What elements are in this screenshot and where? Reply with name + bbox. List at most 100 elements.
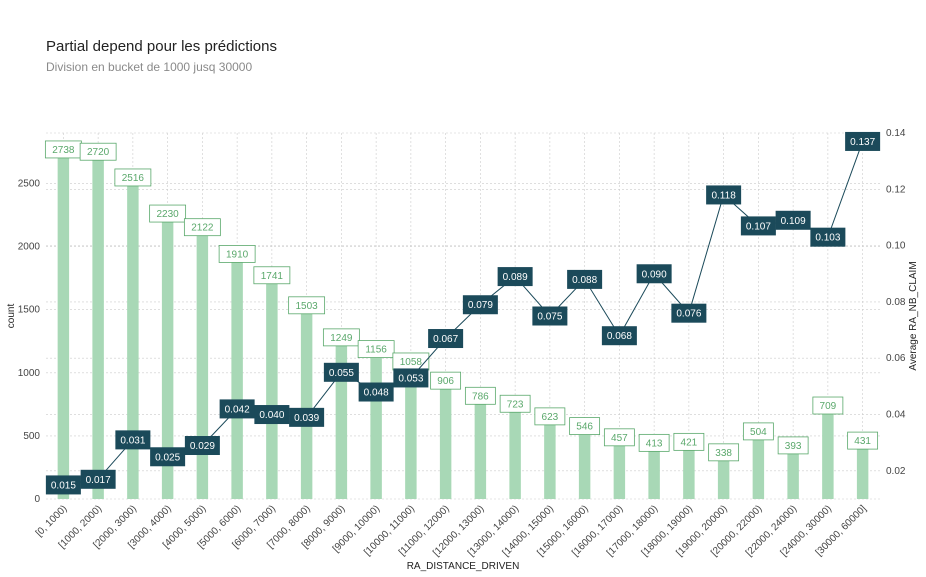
- count-bar: [613, 441, 626, 499]
- count-bar: [822, 409, 834, 499]
- count-label: 393: [785, 441, 802, 452]
- count-label: 457: [611, 433, 628, 444]
- avg-claim-label: 0.039: [294, 413, 319, 424]
- count-label-box: [464, 386, 496, 405]
- count-bar: [266, 279, 278, 499]
- count-label: 413: [646, 438, 663, 449]
- chart-title: Partial depend pour les prédictions: [46, 38, 277, 55]
- count-bar: [161, 217, 174, 499]
- count-label: 723: [507, 399, 524, 410]
- count-bar: [717, 456, 730, 499]
- avg-claim-label: 0.103: [815, 233, 840, 244]
- y-tick-label: 1000: [18, 368, 41, 379]
- count-label: 431: [854, 436, 871, 447]
- count-bar: [405, 365, 417, 499]
- y-tick-label: 0: [34, 494, 40, 505]
- count-label-box: [430, 371, 462, 390]
- count-label: 2122: [191, 223, 214, 234]
- avg-claim-point: [845, 131, 881, 151]
- count-bar: [578, 430, 591, 499]
- avg-claim-label: 0.075: [537, 312, 562, 323]
- y2-tick-label: 0.02: [886, 466, 906, 477]
- avg-claim-point: [775, 210, 811, 230]
- avg-claim-point: [462, 295, 498, 315]
- y-tick-label: 2500: [18, 178, 41, 189]
- count-label: 1058: [400, 357, 423, 368]
- count-label-box: [79, 142, 117, 161]
- count-bar: [196, 231, 209, 499]
- count-label-box: [357, 340, 395, 359]
- count-bar: [370, 353, 382, 499]
- count-label-box: [218, 245, 256, 263]
- count-bar: [544, 420, 556, 499]
- avg-claim-label: 0.088: [572, 275, 597, 286]
- count-label-box: [183, 218, 221, 237]
- y-tick-label: 2000: [18, 242, 41, 253]
- count-bar: [335, 341, 348, 499]
- avg-claim-point: [497, 267, 533, 287]
- count-label-box: [673, 432, 705, 451]
- count-label: 1503: [296, 301, 319, 312]
- avg-claim-label: 0.107: [746, 221, 771, 232]
- avg-claim-point: [150, 447, 186, 467]
- count-label: 906: [437, 376, 454, 387]
- avg-claim-label: 0.089: [503, 272, 528, 283]
- count-label-box: [847, 431, 879, 450]
- avg-claim-label: 0.025: [155, 452, 180, 463]
- avg-claim-point: [567, 269, 603, 289]
- avg-claim-label: 0.109: [781, 216, 806, 227]
- count-label-box: [114, 168, 152, 187]
- count-bar: [648, 446, 660, 499]
- avg-claim-point: [358, 382, 394, 402]
- count-label-box: [534, 407, 566, 426]
- count-label: 1741: [261, 271, 284, 282]
- avg-claim-point: [671, 303, 707, 323]
- y2-tick-label: 0.08: [886, 297, 906, 308]
- count-label-box: [742, 422, 774, 441]
- y2-tick-label: 0.12: [886, 184, 906, 195]
- avg-claim-label: 0.067: [433, 334, 458, 345]
- count-label-box: [149, 204, 187, 223]
- count-label-box: [638, 433, 670, 452]
- avg-claim-label: 0.015: [51, 480, 76, 491]
- avg-claim-point: [428, 329, 464, 349]
- avg-claim-point: [184, 436, 220, 456]
- count-label-box: [603, 428, 635, 447]
- count-label: 504: [750, 427, 767, 438]
- avg-claim-label: 0.137: [850, 137, 875, 148]
- y-tick-label: 1500: [18, 305, 41, 316]
- avg-claim-label: 0.076: [676, 309, 701, 320]
- count-label-box: [708, 443, 740, 462]
- avg-claim-point: [219, 399, 255, 419]
- avg-claim-point: [254, 405, 290, 425]
- count-label: 623: [542, 412, 559, 423]
- y-tick-label: 500: [23, 431, 40, 442]
- count-label-box: [322, 328, 360, 347]
- count-bar: [509, 407, 521, 499]
- avg-claim-label: 0.055: [329, 368, 354, 379]
- avg-claim-point: [323, 362, 359, 382]
- avg-claim-label: 0.079: [468, 300, 493, 311]
- count-label: 1910: [226, 249, 249, 260]
- avg-claim-point: [289, 407, 325, 427]
- count-label-box: [288, 296, 326, 315]
- count-label: 2720: [87, 147, 110, 158]
- avg-claim-label: 0.017: [86, 475, 111, 486]
- count-label: 1156: [365, 345, 387, 356]
- count-label-box: [253, 266, 291, 285]
- count-bar: [787, 449, 799, 499]
- avg-claim-label: 0.068: [607, 331, 632, 342]
- count-label: 2516: [122, 173, 145, 184]
- count-label: 709: [820, 401, 837, 412]
- count-bar: [57, 153, 70, 500]
- avg-claim-label: 0.090: [642, 269, 667, 280]
- avg-claim-point: [706, 185, 742, 205]
- chart-subtitle: Division en bucket de 1000 jusq 30000: [46, 60, 253, 74]
- count-bar: [231, 257, 243, 499]
- avg-claim-label: 0.029: [190, 441, 215, 452]
- x-tick-label: [0, 1000): [34, 503, 70, 539]
- count-label: 421: [681, 437, 698, 448]
- count-bar: [474, 399, 487, 499]
- avg-claim-point: [740, 216, 776, 236]
- y2-tick-label: 0.06: [886, 353, 906, 364]
